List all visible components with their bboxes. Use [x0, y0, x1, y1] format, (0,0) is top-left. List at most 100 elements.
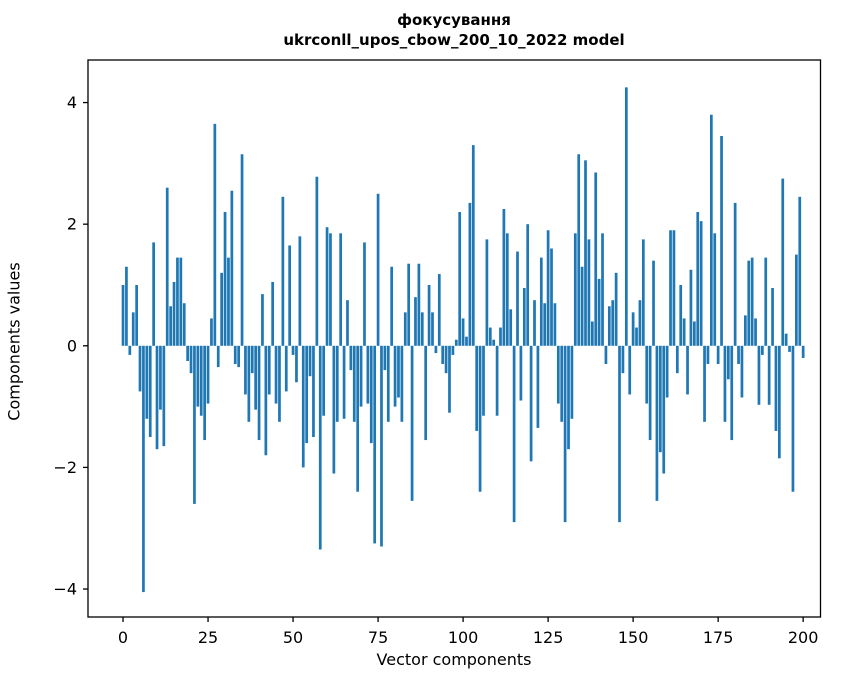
bar	[771, 288, 774, 346]
bar	[261, 294, 264, 346]
bar	[444, 345, 448, 374]
x-tick-label: 25	[198, 628, 218, 647]
bar	[274, 345, 278, 404]
bar	[250, 345, 254, 374]
bar	[189, 345, 193, 374]
bar	[135, 284, 138, 346]
x-tick-label: 125	[533, 628, 564, 647]
bar	[193, 345, 196, 504]
x-tick-label: 200	[788, 628, 819, 647]
bar	[424, 345, 428, 441]
bar	[485, 239, 489, 346]
bar	[692, 321, 696, 346]
x-tick-label: 150	[618, 628, 649, 647]
bar	[434, 345, 438, 354]
bar	[346, 300, 349, 346]
bar	[750, 257, 754, 346]
bar	[614, 272, 618, 346]
bar	[131, 312, 135, 346]
bar	[407, 263, 411, 346]
bar	[672, 230, 676, 346]
bar	[682, 318, 686, 346]
bar	[563, 345, 567, 523]
bar	[383, 345, 387, 371]
bar	[138, 345, 142, 392]
bar	[298, 236, 302, 346]
bar	[322, 345, 326, 416]
bar	[223, 212, 227, 346]
bar	[655, 345, 659, 501]
bar	[301, 345, 305, 468]
bar	[604, 345, 608, 365]
bar	[774, 345, 778, 431]
bar	[356, 345, 360, 492]
bar	[373, 345, 377, 544]
bar	[465, 336, 468, 346]
bar	[148, 345, 152, 438]
bar	[726, 345, 730, 380]
plot-border	[87, 59, 822, 618]
bar	[308, 345, 312, 377]
bar	[587, 239, 591, 346]
bar	[264, 345, 268, 456]
bar	[703, 345, 706, 422]
bar	[475, 345, 479, 431]
bar	[128, 345, 132, 355]
bar	[706, 345, 710, 365]
y-tick-label: 0	[67, 336, 77, 355]
chart-title-line1: фокусування	[397, 11, 511, 29]
bar	[325, 227, 329, 346]
bar	[553, 303, 557, 346]
bar	[713, 233, 717, 346]
chart-title-line2: ukrconll_upos_cbow_200_10_2022 model	[283, 31, 625, 49]
bar	[220, 272, 224, 346]
bar	[458, 212, 462, 346]
bar	[155, 345, 159, 450]
bar	[764, 257, 768, 346]
bar	[529, 345, 533, 462]
bar	[125, 266, 128, 346]
bar	[393, 345, 397, 407]
bar	[624, 87, 628, 346]
bar	[621, 345, 625, 374]
bar	[801, 345, 805, 358]
bar	[488, 327, 492, 346]
bar	[315, 176, 319, 346]
bar	[284, 345, 288, 392]
bar	[641, 239, 645, 346]
x-tick-label: 75	[368, 628, 388, 647]
y-tick-label: −4	[53, 580, 77, 599]
bar	[281, 196, 285, 346]
bar	[798, 196, 802, 346]
bar	[499, 327, 502, 346]
bar	[210, 318, 213, 346]
y-tick-label: 4	[67, 93, 77, 112]
bar	[638, 300, 642, 346]
bar	[747, 260, 751, 346]
bar	[427, 284, 431, 346]
bar	[342, 345, 346, 419]
bar	[580, 266, 584, 346]
bar	[230, 190, 234, 346]
bar	[754, 318, 757, 346]
bar	[380, 345, 383, 547]
bar	[777, 345, 781, 459]
bar	[145, 345, 149, 419]
bar	[172, 281, 176, 346]
bar	[502, 208, 506, 346]
bar	[471, 145, 475, 346]
bar	[679, 284, 683, 346]
y-tick-label: 2	[67, 215, 77, 234]
bar	[648, 345, 652, 441]
bar	[675, 345, 679, 374]
bar	[791, 345, 795, 492]
bar	[176, 257, 179, 346]
bar	[743, 315, 747, 346]
bar	[611, 300, 615, 346]
bar	[414, 297, 417, 346]
bar	[318, 345, 322, 550]
bar	[366, 345, 370, 404]
bar	[206, 345, 210, 404]
bar	[795, 254, 798, 346]
